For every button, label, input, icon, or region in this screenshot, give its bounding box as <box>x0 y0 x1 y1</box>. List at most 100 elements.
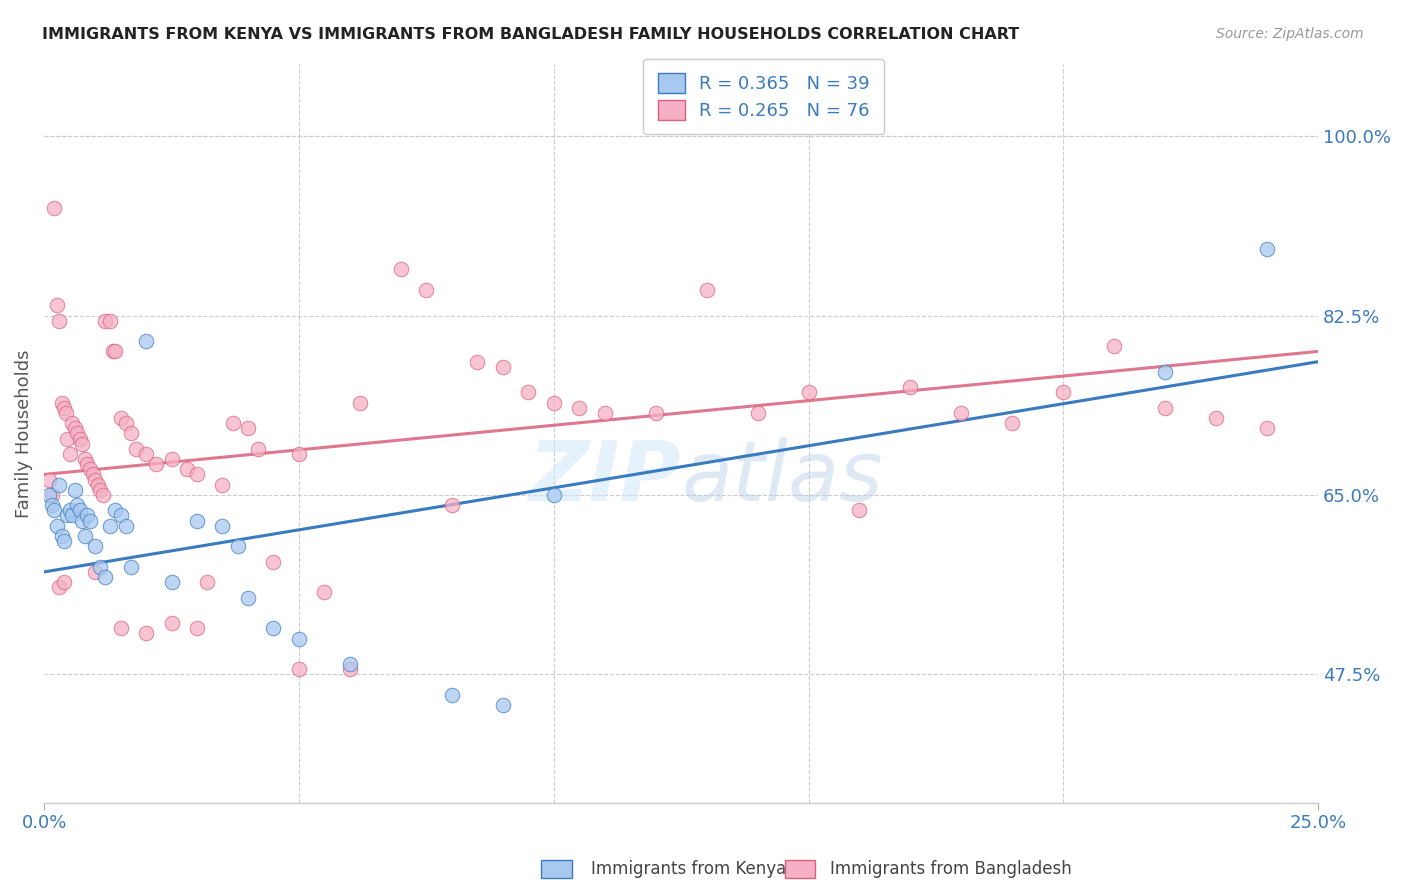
Point <box>186 621 208 635</box>
Point <box>91 488 114 502</box>
Point <box>288 662 311 676</box>
Point <box>58 447 80 461</box>
Point <box>848 503 870 517</box>
Point <box>63 483 86 497</box>
Point <box>110 508 132 523</box>
Point <box>73 529 96 543</box>
Point <box>104 344 127 359</box>
Point <box>160 616 183 631</box>
Text: ZIP: ZIP <box>529 437 681 518</box>
Point <box>101 344 124 359</box>
Point <box>1256 242 1278 256</box>
Point <box>288 447 311 461</box>
Point <box>60 508 83 523</box>
Point <box>135 447 157 461</box>
Point <box>145 457 167 471</box>
Point <box>135 334 157 348</box>
Point <box>900 380 922 394</box>
Point <box>517 385 540 400</box>
Point <box>160 452 183 467</box>
Point <box>73 452 96 467</box>
Point <box>160 575 183 590</box>
Point <box>236 421 259 435</box>
Point <box>56 508 79 523</box>
Point <box>89 483 111 497</box>
Point <box>48 580 70 594</box>
Point <box>1001 416 1024 430</box>
Point <box>120 559 142 574</box>
Point <box>247 442 270 456</box>
Point <box>226 539 249 553</box>
Point <box>79 462 101 476</box>
Point <box>568 401 591 415</box>
Point <box>98 518 121 533</box>
Point <box>1052 385 1074 400</box>
Point <box>415 283 437 297</box>
Point <box>314 585 336 599</box>
Point <box>950 406 973 420</box>
Point <box>644 406 666 420</box>
Point <box>94 313 117 327</box>
Point <box>186 467 208 482</box>
Point <box>747 406 769 420</box>
Point <box>1205 411 1227 425</box>
Point <box>114 518 136 533</box>
Text: Source: ZipAtlas.com: Source: ZipAtlas.com <box>1216 27 1364 41</box>
Point <box>51 395 73 409</box>
Point <box>221 416 243 430</box>
Point <box>44 201 66 215</box>
Point <box>76 508 98 523</box>
Point <box>349 395 371 409</box>
Point <box>236 591 259 605</box>
Text: IMMIGRANTS FROM KENYA VS IMMIGRANTS FROM BANGLADESH FAMILY HOUSEHOLDS CORRELATIO: IMMIGRANTS FROM KENYA VS IMMIGRANTS FROM… <box>42 27 1019 42</box>
Point <box>84 539 107 553</box>
Point <box>696 283 718 297</box>
Point <box>79 514 101 528</box>
Point <box>465 354 488 368</box>
Point <box>186 514 208 528</box>
Text: Immigrants from Kenya: Immigrants from Kenya <box>591 860 786 878</box>
Point <box>56 432 79 446</box>
Point <box>44 503 66 517</box>
Point <box>72 436 94 450</box>
Point <box>797 385 820 400</box>
Point <box>41 498 63 512</box>
Point <box>69 503 91 517</box>
Point <box>89 559 111 574</box>
Point <box>211 518 233 533</box>
Text: atlas: atlas <box>681 437 883 518</box>
Point <box>86 477 108 491</box>
Point <box>53 534 76 549</box>
Point <box>492 359 515 374</box>
Point <box>176 462 198 476</box>
Point <box>110 621 132 635</box>
Point <box>72 514 94 528</box>
Point <box>543 395 565 409</box>
Point <box>339 657 361 672</box>
Point <box>440 688 463 702</box>
Point <box>593 406 616 420</box>
Point <box>389 262 412 277</box>
Point <box>492 698 515 713</box>
Point <box>339 662 361 676</box>
Point <box>211 477 233 491</box>
Point <box>262 621 284 635</box>
Point <box>1104 339 1126 353</box>
Point <box>1154 365 1177 379</box>
Point <box>48 313 70 327</box>
Point <box>60 416 83 430</box>
Point <box>84 473 107 487</box>
Legend: R = 0.365   N = 39, R = 0.265   N = 76: R = 0.365 N = 39, R = 0.265 N = 76 <box>644 59 884 135</box>
Point <box>66 498 89 512</box>
Point <box>58 503 80 517</box>
Point <box>288 632 311 646</box>
Point <box>38 488 60 502</box>
Point <box>48 477 70 491</box>
Y-axis label: Family Households: Family Households <box>15 349 32 517</box>
Point <box>120 426 142 441</box>
Point <box>114 416 136 430</box>
Point <box>66 426 89 441</box>
Point <box>63 421 86 435</box>
Point <box>262 555 284 569</box>
Point <box>440 498 463 512</box>
